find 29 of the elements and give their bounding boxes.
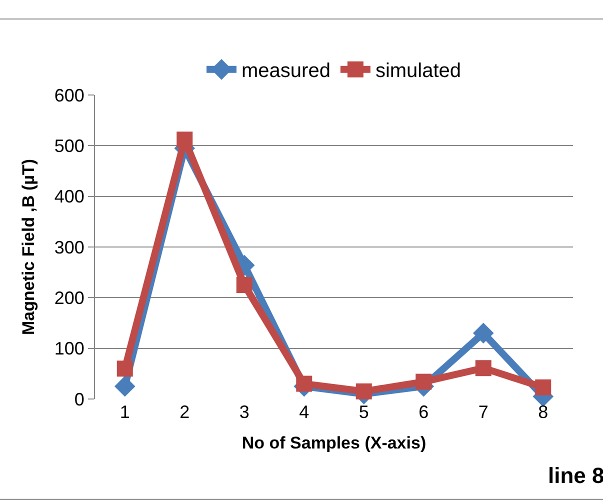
- x-tick-label: 6: [418, 402, 429, 422]
- point: [116, 360, 133, 377]
- legend-label: simulated: [375, 60, 462, 82]
- y-tick-label: 400: [54, 186, 84, 207]
- x-tick-label: 1: [120, 402, 130, 422]
- x-tick-label: 3: [239, 402, 250, 422]
- point: [535, 379, 552, 396]
- y-axis-title: Magnetic Field ,B (µT): [18, 158, 38, 336]
- point: [472, 322, 494, 344]
- x-tick-label: 7: [478, 402, 488, 422]
- point: [176, 132, 193, 148]
- x-tick-label: 2: [180, 402, 190, 422]
- y-tick-label: 100: [54, 338, 84, 359]
- x-tick-label: 5: [358, 402, 369, 422]
- y-tick-label: 600: [54, 85, 84, 106]
- point: [114, 376, 136, 397]
- x-axis-title: No of Samples (X-axis): [242, 433, 426, 452]
- y-tick-label: 500: [54, 136, 84, 156]
- point: [416, 374, 432, 390]
- x-tick-label: 4: [299, 402, 310, 422]
- y-tick-label: 0: [74, 389, 84, 410]
- point: [356, 383, 372, 400]
- point: [296, 376, 312, 392]
- point: [236, 277, 252, 293]
- x-tick-label: 8: [538, 402, 548, 422]
- y-tick-label: 200: [54, 288, 84, 308]
- point: [475, 360, 492, 376]
- y-tick-label: 300: [54, 237, 84, 258]
- legend-label: measured: [242, 60, 330, 82]
